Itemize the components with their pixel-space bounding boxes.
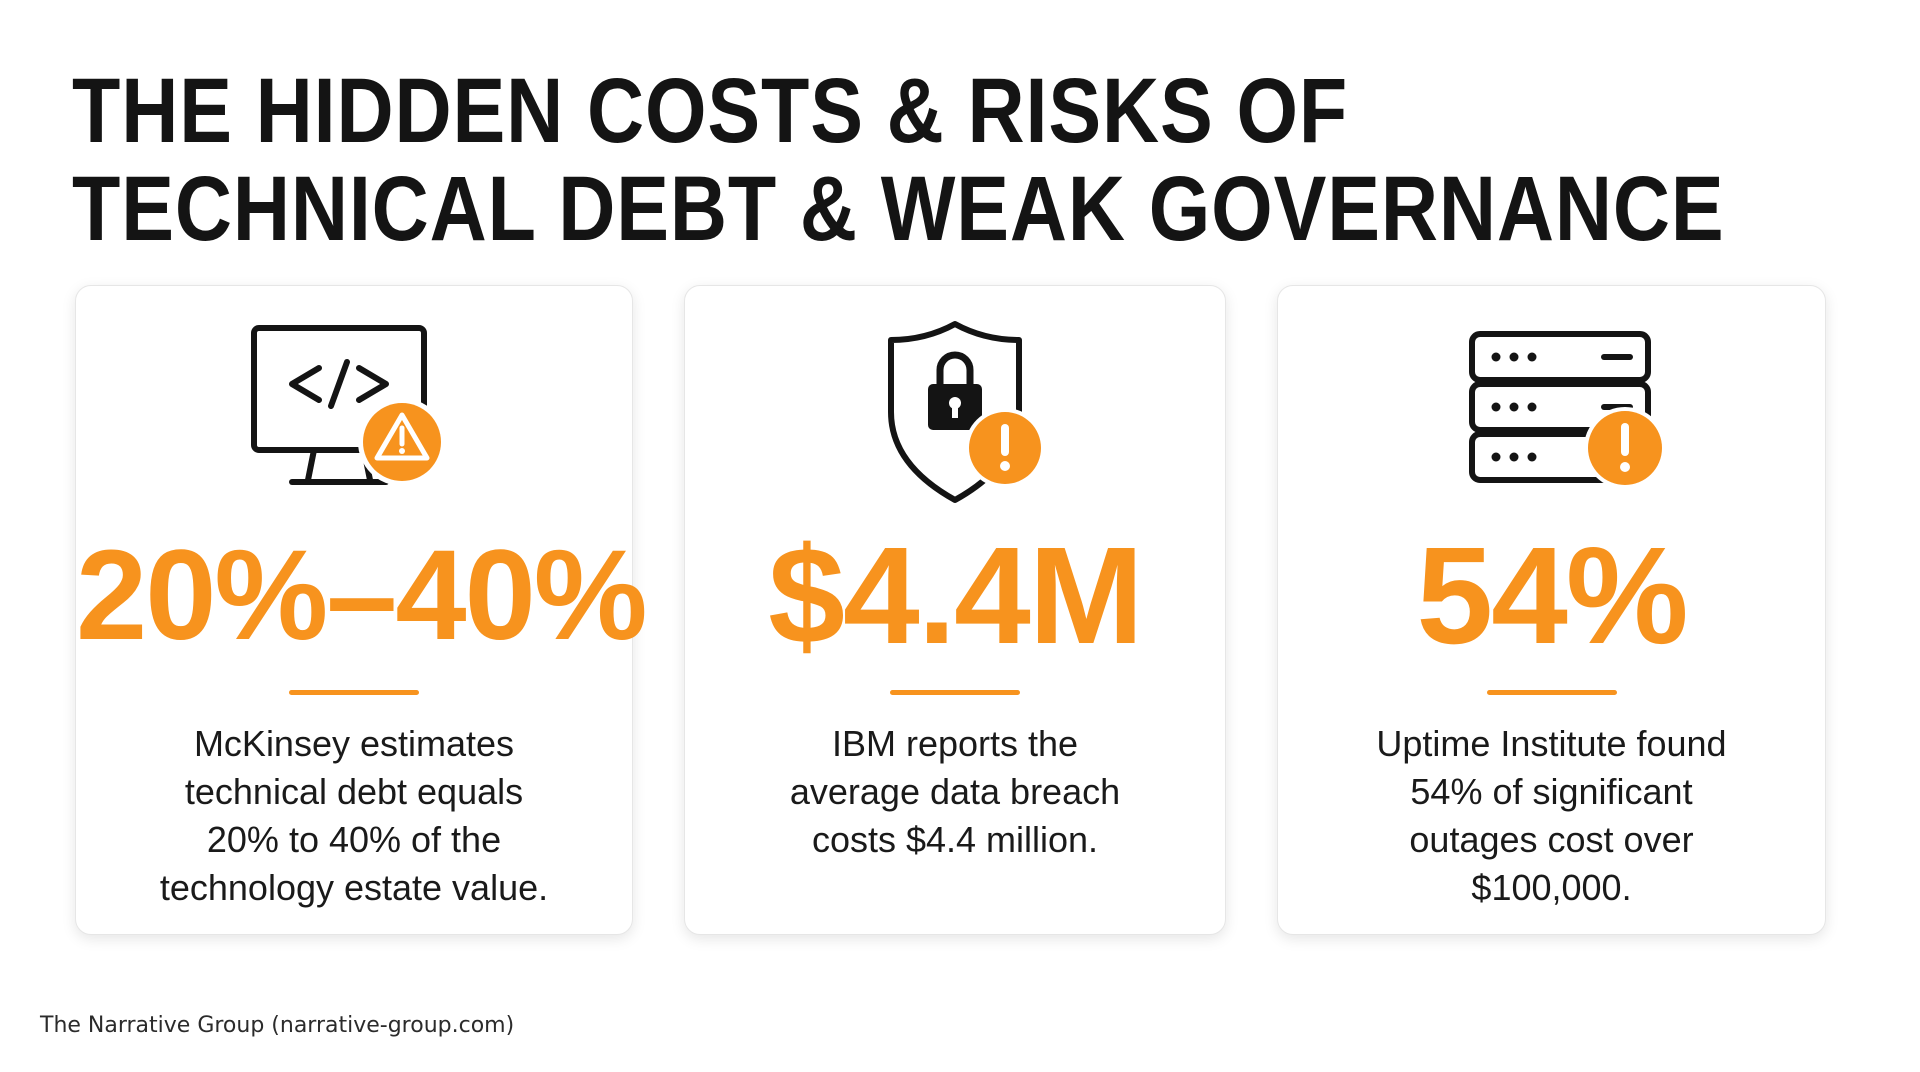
divider <box>289 690 419 695</box>
stat-card-outages: 54% Uptime Institute found 54% of signif… <box>1277 285 1826 935</box>
stat-card-technical-debt: 20%–40% McKinsey estimates technical deb… <box>75 285 648 935</box>
description-line: costs $4.4 million. <box>811 819 1099 860</box>
description-line: Uptime Institute found <box>1376 723 1727 764</box>
stat-description: Uptime Institute found 54% of significan… <box>1298 720 1805 912</box>
footer-credit: The Narrative Group (narrative-group.com… <box>40 1013 515 1038</box>
stat-description: IBM reports the average data breach cost… <box>705 720 1205 864</box>
description-line: 54% of significant <box>1410 771 1693 812</box>
stat-value: 20%–40% <box>76 524 648 667</box>
monitor-code-warning-icon <box>234 320 474 510</box>
description-line: McKinsey estimates <box>193 723 515 764</box>
description-line: outages cost over <box>1409 819 1694 860</box>
stat-value: 54% <box>1416 519 1688 673</box>
divider <box>890 690 1020 695</box>
stat-card-data-breach: $4.4M IBM reports the average data breac… <box>684 285 1226 935</box>
shield-lock-alert-icon <box>835 320 1075 510</box>
description-line: $100,000. <box>1471 867 1632 908</box>
title-line-2: TECHNICAL DEBT & WEAK GOVERNANCE <box>72 158 1725 260</box>
title-line-1: THE HIDDEN COSTS & RISKS OF <box>72 60 1349 162</box>
page-title: THE HIDDEN COSTS & RISKS OF TECHNICAL DE… <box>72 60 1725 260</box>
description-line: technology estate value. <box>159 867 549 908</box>
stat-value: $4.4M <box>768 519 1144 673</box>
server-rack-alert-icon <box>1432 320 1672 510</box>
stat-description: McKinsey estimates technical debt equals… <box>96 720 612 912</box>
description-line: 20% to 40% of the <box>206 819 502 860</box>
description-line: technical debt equals <box>184 771 524 812</box>
description-line: IBM reports the <box>831 723 1079 764</box>
divider <box>1486 690 1617 695</box>
description-line: average data breach <box>789 771 1121 812</box>
